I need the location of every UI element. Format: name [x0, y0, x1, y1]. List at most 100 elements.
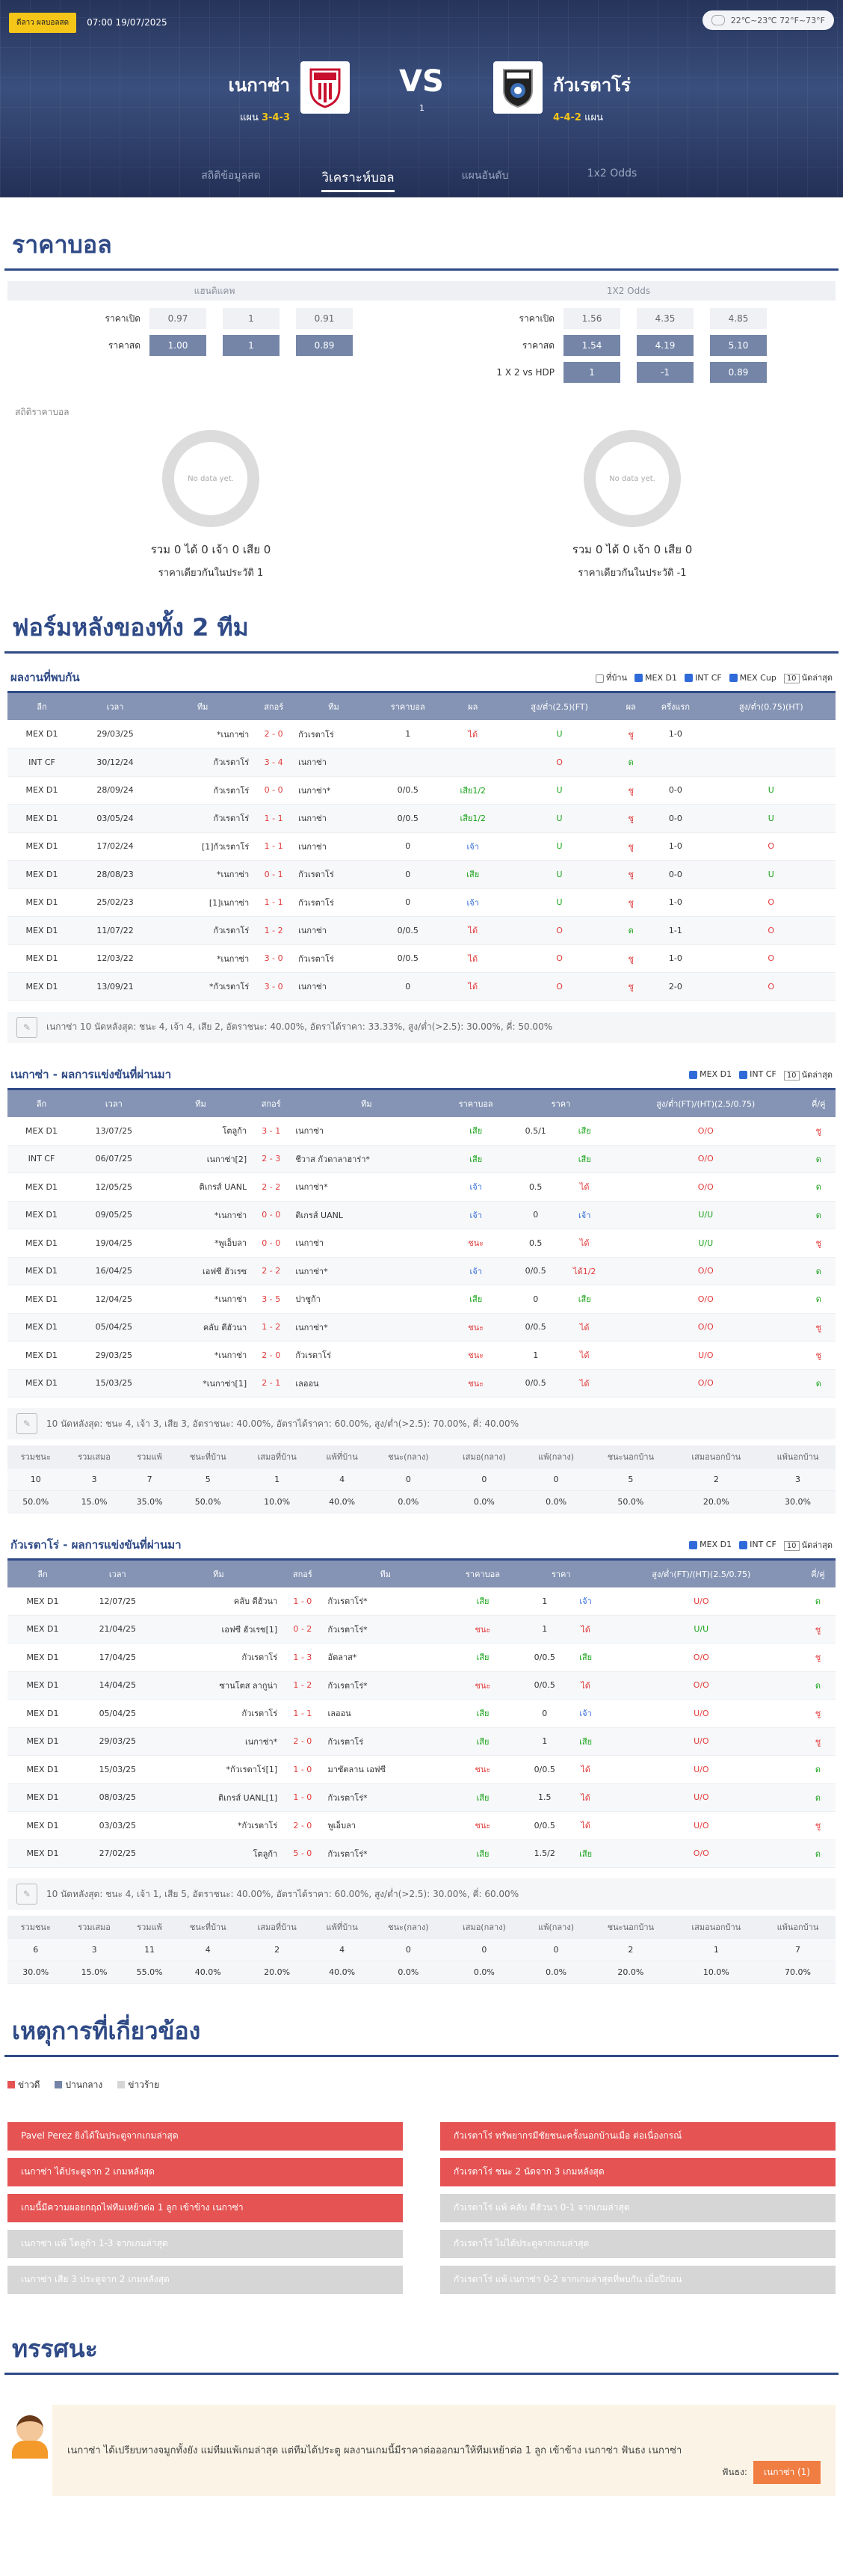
table-cell: MEX D1: [7, 804, 76, 833]
filter-int-cf[interactable]: INT CF: [739, 1069, 776, 1079]
stat-count: 11: [124, 1938, 175, 1961]
stat-percent: 30.0%: [759, 1490, 836, 1513]
news-item[interactable]: เนกาซ่า ได้ประตูจาก 2 เกมหลังสุด: [7, 2157, 403, 2186]
filter-mex-d1[interactable]: MEX D1: [689, 1540, 732, 1549]
table-row[interactable]: MEX D1 13/07/25 โตลูก้า 3 - 1 เนกาซ่า เสีย 0.5…: [7, 1116, 836, 1146]
filter-mex-cup[interactable]: MEX Cup: [729, 673, 776, 683]
table-row[interactable]: MEX D1 28/08/23 *เนกาซ่า 0 - 1 กัวเรตาโร่ 0 เส…: [7, 860, 836, 889]
table-row[interactable]: MEX D1 28/09/24 กัวเรตาโร่ 0 - 0 เนกาซ่า* 0/0…: [7, 776, 836, 805]
table-row[interactable]: INT CF 30/12/24 กัวเรตาโร่ 3 - 4 เนกาซ่า O ด: [7, 748, 836, 777]
table-row[interactable]: MEX D1 03/03/25 *กัวเรตาโร่ 2 - 0 พูเอ็บลา ชน…: [7, 1811, 836, 1840]
filter-int-cf[interactable]: INT CF: [685, 673, 722, 683]
table-cell: ปาชูก้า: [293, 1285, 440, 1314]
column-header: คี่/คู่: [811, 1569, 825, 1579]
odds-value[interactable]: 1.54: [563, 335, 620, 356]
table-row[interactable]: MEX D1 13/09/21 *กัวเรตาโร่ 3 - 0 เนกาซ่า 0 ได…: [7, 972, 836, 1001]
filter-mex-d1[interactable]: MEX D1: [689, 1069, 732, 1079]
odds-value[interactable]: 1.56: [563, 308, 620, 329]
filter-mex-d1[interactable]: MEX D1: [634, 673, 677, 683]
table-row[interactable]: MEX D1 15/03/25 *เนกาซ่า[1] 2 - 1 เลออน ชนะ 0/…: [7, 1369, 836, 1398]
tab-live-stats[interactable]: สถิติข้อมูลสด: [201, 170, 261, 182]
away-stats-table: รวมชนะ รวมเสมอ รวมแพ้ ชนะที่บ้าน เสมอที่บ้าน…: [7, 1916, 836, 1984]
odds-value[interactable]: 4.19: [637, 335, 694, 356]
column-header: เวลา: [108, 1569, 126, 1579]
tab-1x2-odds[interactable]: 1x2 Odds: [587, 167, 637, 179]
away-team-name[interactable]: กัวเรตาโร่: [553, 75, 631, 96]
stat-header: เสมอ(กลาง): [445, 1916, 524, 1939]
odds-value[interactable]: 0.89: [710, 362, 767, 383]
table-row[interactable]: INT CF 06/07/25 เนกาซ่า[2] 2 - 3 ชีวาส กัวดา…: [7, 1145, 836, 1173]
table-cell: ได้: [559, 1369, 611, 1398]
stat-count: 4: [312, 1468, 372, 1491]
table-row[interactable]: MEX D1 08/03/25 ติเกรส์ UANL[1] 1 - 0 กัวเรต…: [7, 1783, 836, 1812]
odds-value[interactable]: 1.00: [149, 335, 206, 356]
odds-value[interactable]: 0.91: [296, 308, 353, 329]
news-item[interactable]: กัวเรตาโร่ แพ้ คลับ ตีฮัวนา 0-1 จากเกมล่…: [440, 2193, 836, 2222]
odds-value[interactable]: 4.85: [710, 308, 767, 329]
table-row[interactable]: MEX D1 15/03/25 *กัวเรตาโร่[1] 1 - 0 มาซัตลา…: [7, 1755, 836, 1784]
table-row[interactable]: MEX D1 12/04/25 *เนกาซ่า 3 - 5 ปาชูก้า เสีย 0 เ…: [7, 1285, 836, 1314]
table-row[interactable]: MEX D1 27/02/25 โตลูก้า 5 - 0 กัวเรตาโร่* เสี…: [7, 1839, 836, 1868]
filter-int-cf[interactable]: INT CF: [739, 1540, 776, 1549]
odds-value[interactable]: 1: [223, 335, 280, 356]
table-row[interactable]: MEX D1 03/05/24 กัวเรตาโร่ 1 - 1 เนกาซ่า 0/0.…: [7, 804, 836, 833]
odds-value[interactable]: -1: [637, 362, 694, 383]
news-item[interactable]: เนกาซ่า เสีย 3 ประตูจาก 2 เกมหลังสุด: [7, 2265, 403, 2294]
odds-value[interactable]: 4.35: [637, 308, 694, 329]
odds-value[interactable]: 0.89: [296, 335, 353, 356]
news-item[interactable]: เกมนี้มีความผอยกฤถไฟทีมเหย้าต่อ 1 ลูก เข…: [7, 2193, 403, 2222]
table-cell: U/O: [602, 1727, 800, 1756]
table-cell: 17/02/24: [75, 832, 155, 861]
table-row[interactable]: MEX D1 12/03/22 *เนกาซ่า 3 - 0 กัวเรตาโร่ 0/0…: [7, 944, 836, 973]
live-score-badge[interactable]: ดีลาว ผลบอลสด: [9, 12, 77, 33]
rows-select[interactable]: 10 นัดล่าสุด: [783, 671, 833, 684]
tab-standings[interactable]: แผนอันดับ: [461, 170, 509, 182]
table-row[interactable]: MEX D1 16/04/25 เอฟซี ฮัวเรซ 2 - 2 เนกาซ่า* เ…: [7, 1257, 836, 1285]
odds-value[interactable]: 1: [223, 308, 280, 329]
table-row[interactable]: MEX D1 14/04/25 ซานโตส ลากูน่า 1 - 2 กัวเรตา…: [7, 1671, 836, 1700]
table-row[interactable]: MEX D1 21/04/25 เอฟซี ฮัวเรซ[1] 0 - 2 กัวเรต…: [7, 1615, 836, 1644]
table-row[interactable]: MEX D1 17/02/24 [1]กัวเรตาโร่ 1 - 1 เนกาซ่า 0…: [7, 832, 836, 861]
odds-value[interactable]: 5.10: [710, 335, 767, 356]
pick-button[interactable]: เนกาซ่า (1): [753, 2460, 821, 2484]
table-cell: 11/07/22: [75, 916, 155, 945]
table-row[interactable]: MEX D1 12/05/25 ติเกรส์ UANL 2 - 2 เนกาซ่า* เ…: [7, 1172, 836, 1202]
table-row[interactable]: MEX D1 19/04/25 *พูเอ็บลา 0 - 0 เนกาซ่า ชนะ 0.…: [7, 1229, 836, 1258]
queretaro-crest-icon: [503, 69, 533, 108]
news-item[interactable]: กัวเรตาโร่ แพ้ เนกาซ่า 0-2 จากเกมล่าสุดท…: [440, 2265, 836, 2294]
news-item[interactable]: กัวเรตาโร่ ชนะ 2 นัดจาก 3 เกมหลังสุด: [440, 2157, 836, 2186]
table-cell: 0-0: [644, 776, 707, 805]
rows-select[interactable]: 10 นัดล่าสุด: [783, 1068, 833, 1081]
table-cell: U: [706, 804, 836, 833]
table-row[interactable]: MEX D1 05/04/25 คลับ ตีฮัวนา 1 - 2 เนกาซ่า* ช…: [7, 1313, 836, 1341]
away-team-crest[interactable]: [493, 61, 543, 114]
table-row[interactable]: MEX D1 29/03/25 *เนกาซ่า 2 - 0 กัวเรตาโร่ ชนะ…: [7, 1341, 836, 1370]
table-cell: 15/03/25: [78, 1755, 158, 1784]
table-cell: ได้: [569, 1615, 602, 1644]
odds-value[interactable]: 0.97: [149, 308, 206, 329]
stat-percent: 0.0%: [371, 1490, 445, 1513]
table-cell: เสีย: [445, 1783, 520, 1812]
tab-analysis[interactable]: วิเคราะห์บอล: [294, 153, 422, 197]
table-cell: ได้: [444, 944, 501, 973]
news-item[interactable]: กัวเรตาโร่ ไม่ได้ประตูจากเกมล่าสุด: [440, 2229, 836, 2258]
stat-count: 2: [589, 1938, 673, 1961]
table-cell: เสีย: [445, 1839, 520, 1868]
table-row[interactable]: MEX D1 17/04/25 กัวเรตาโร่ 1 - 3 อัตลาส* เสีย…: [7, 1643, 836, 1672]
table-row[interactable]: MEX D1 05/04/25 กัวเรตาโร่ 1 - 1 เลออน เสีย 0 เ…: [7, 1699, 836, 1728]
table-row[interactable]: MEX D1 29/03/25 *เนกาซ่า 2 - 0 กัวเรตาโร่ 1 ได…: [7, 720, 836, 748]
table-row[interactable]: MEX D1 12/07/25 คลับ ตีฮัวนา 1 - 0 กัวเรตาโร…: [7, 1587, 836, 1616]
table-cell: เสีย: [439, 1116, 512, 1146]
table-row[interactable]: MEX D1 11/07/22 กัวเรตาโร่ 1 - 2 เนกาซ่า 0/0.…: [7, 916, 836, 945]
table-row[interactable]: MEX D1 09/05/25 *เนกาซ่า 0 - 0 ติเกรส์ UANL เ…: [7, 1201, 836, 1229]
news-item[interactable]: กัวเรตาโร่ ทรัพยากรมีชัยชนะครั้งนอกบ้านเ…: [440, 2121, 836, 2151]
table-row[interactable]: MEX D1 25/02/23 [1]เนกาซ่า 1 - 1 กัวเรตาโร่ 0…: [7, 888, 836, 917]
home-team-crest[interactable]: [300, 61, 350, 114]
home-team-name[interactable]: เนกาซ่า: [228, 75, 290, 96]
rows-select[interactable]: 10 นัดล่าสุด: [783, 1538, 833, 1552]
table-row[interactable]: MEX D1 29/03/25 เนกาซ่า* 2 - 0 กัวเรตาโร่ เสี…: [7, 1727, 836, 1756]
filter-home[interactable]: ที่บ้าน: [596, 671, 627, 684]
news-item[interactable]: เนกาซ่า แพ้ โตลูก้า 1-3 จากเกมล่าสุด: [7, 2229, 403, 2258]
news-item[interactable]: Pavel Perez ยิงได้ในประตูจากเกมล่าสุด: [7, 2121, 403, 2151]
odds-value[interactable]: 1: [563, 362, 620, 383]
